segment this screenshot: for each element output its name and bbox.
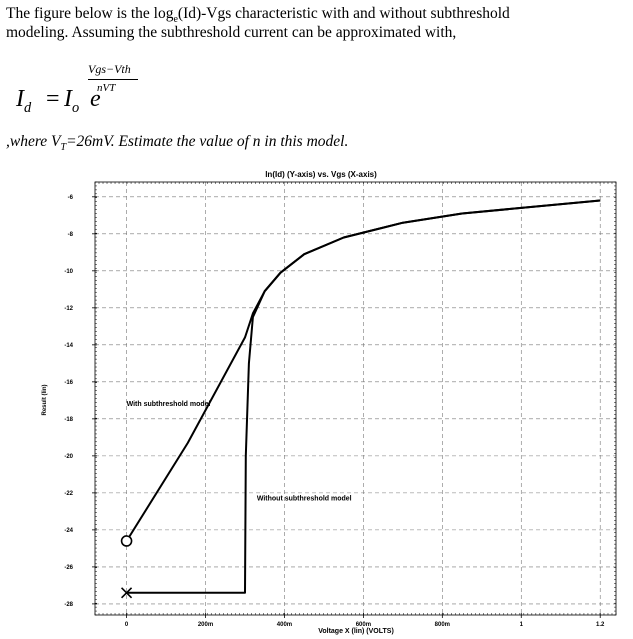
x-tick-label: 1 xyxy=(520,622,524,628)
y-tick-label: -28 xyxy=(64,602,73,608)
x-tick-label: 600m xyxy=(356,622,371,628)
y-tick-label: -14 xyxy=(64,343,73,349)
x-tick-label: 1.2 xyxy=(596,622,605,628)
series-line-2 xyxy=(126,199,601,594)
y-tick-label: -6 xyxy=(68,195,74,201)
annotations: With subthreshold model Without subthresh… xyxy=(127,401,352,502)
x-tick-label: 200m xyxy=(198,622,213,628)
series-marker-x-b xyxy=(121,587,133,599)
y-tick-label: -26 xyxy=(64,565,73,571)
problem-text-line1: The figure below is the loge(Id)-Vgs cha… xyxy=(6,5,510,26)
fraction-bar xyxy=(88,79,138,80)
y-tick-label: -10 xyxy=(64,269,73,275)
y-tick-label: -8 xyxy=(68,232,74,238)
chart-annotation: Without subthreshold model xyxy=(257,495,352,502)
axes: -6 -8 -10 -12 -14 -16 -18 -20 -22 -24 -26 -28 0 200m 4… xyxy=(64,181,617,628)
plot-frame xyxy=(94,181,617,616)
grid xyxy=(95,182,616,615)
y-tick-label: -18 xyxy=(64,417,73,423)
problem-text-line3: ,where VT=26mV. Estimate the value of n … xyxy=(6,133,349,154)
x-axis-label: Voltage X (lin) (VOLTS) xyxy=(318,628,394,635)
y-tick-label: -20 xyxy=(64,454,73,460)
series-marker-circle xyxy=(120,535,133,547)
y-tick-label: -24 xyxy=(64,528,73,534)
problem-text-line2: modeling. Assuming the subthreshold curr… xyxy=(6,24,457,41)
x-tick-label: 400m xyxy=(277,622,292,628)
chart-annotation: With subthreshold model xyxy=(127,401,211,408)
y-tick-label: -16 xyxy=(64,380,73,386)
series-line-1 xyxy=(125,199,601,542)
x-tick-label: 0 xyxy=(125,622,129,628)
y-axis-label: Result (lin) xyxy=(42,384,48,415)
y-tick-label: -12 xyxy=(64,306,73,312)
chart-title: ln(Id) (Y-axis) vs. Vgs (X-axis) xyxy=(265,170,377,179)
y-tick-label: -22 xyxy=(64,491,73,497)
series xyxy=(120,199,601,599)
x-tick-label: 800m xyxy=(435,622,450,628)
